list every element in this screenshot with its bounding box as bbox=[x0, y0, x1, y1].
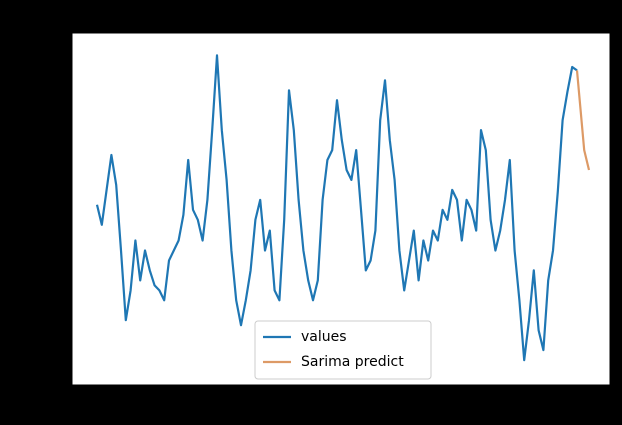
x-tick-label: 300 bbox=[446, 394, 469, 408]
y-tick-label: 0.05 bbox=[38, 159, 65, 173]
y-tick-label: 0.15 bbox=[38, 76, 65, 90]
y-tick-label: -0.05 bbox=[34, 242, 65, 256]
legend-label: values bbox=[301, 329, 347, 345]
x-tick-label: 400 bbox=[566, 394, 589, 408]
x-tick-label: 100 bbox=[206, 394, 229, 408]
legend-box bbox=[254, 320, 432, 380]
x-tick-label: 250 bbox=[386, 394, 409, 408]
y-tick-label: 0.00 bbox=[38, 201, 65, 215]
x-tick-label: 50 bbox=[149, 394, 164, 408]
legend-label: Sarima predict bbox=[301, 354, 404, 370]
series-line bbox=[575, 70, 591, 171]
legend: values Sarima predict bbox=[254, 320, 432, 380]
y-tick-label: -0.10 bbox=[34, 284, 65, 298]
x-tick-label: 150 bbox=[266, 394, 289, 408]
y-tick-label: 0.10 bbox=[38, 118, 65, 132]
series-line bbox=[95, 54, 578, 362]
x-tick-label: 350 bbox=[506, 394, 529, 408]
y-tick-label: 0.20 bbox=[38, 35, 65, 49]
y-tick-label: -0.15 bbox=[34, 325, 65, 339]
y-tick-label: -0.20 bbox=[34, 367, 65, 381]
x-tick-label: 200 bbox=[326, 394, 349, 408]
chart-title: Forecast using the SARIMA model bbox=[206, 8, 475, 27]
axes-frame bbox=[71, 32, 611, 386]
x-tick-label: 0 bbox=[93, 394, 101, 408]
